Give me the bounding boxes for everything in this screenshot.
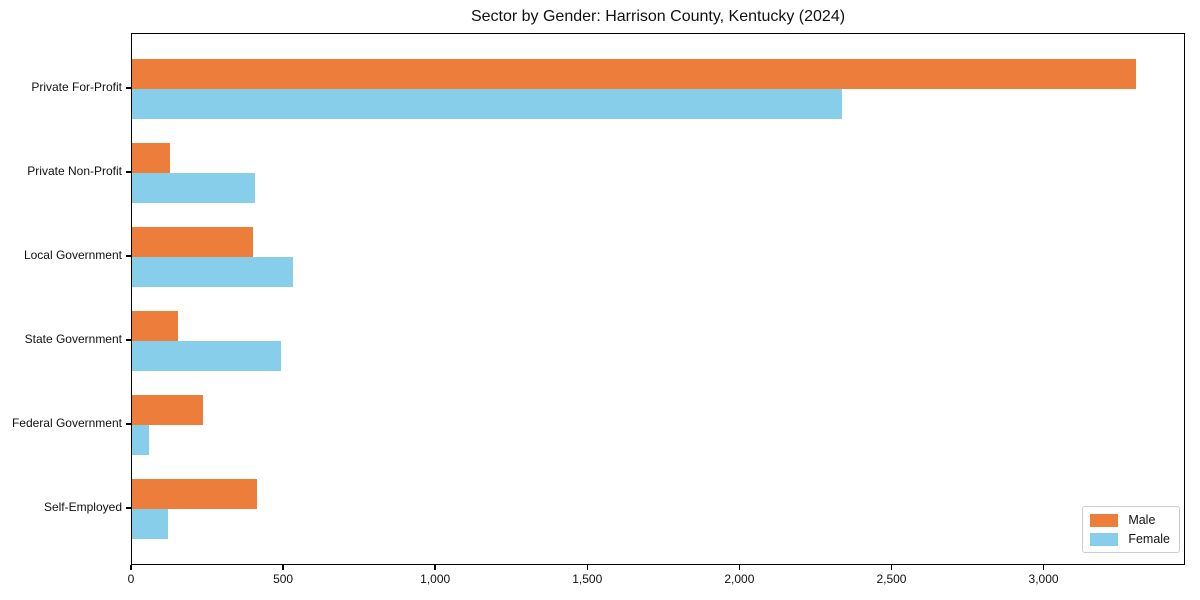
x-tick-label: 2,500 [876, 572, 907, 586]
y-tick-mark [126, 87, 131, 89]
x-tick-label: 2,000 [724, 572, 755, 586]
x-tick-mark [738, 565, 741, 570]
legend-swatch-male [1090, 513, 1119, 527]
bar-male-self-employed [132, 479, 257, 509]
legend-item-male: Male [1090, 513, 1170, 527]
x-tick-mark [130, 565, 132, 570]
x-tick-label: 0 [127, 572, 135, 586]
legend-swatch-female [1090, 532, 1119, 546]
bar-male-local-government [132, 227, 254, 257]
y-tick-mark [126, 423, 131, 425]
bar-female-private-for-profit [132, 89, 842, 119]
legend-label: Male [1128, 513, 1156, 527]
bar-male-private-for-profit [132, 59, 1136, 89]
y-tick-label-private-for-profit: Private For-Profit [31, 80, 122, 94]
x-tick-mark [282, 565, 284, 570]
y-tick-label-state-government: State Government [24, 332, 122, 346]
x-tick-mark [434, 565, 436, 570]
y-tick-mark [126, 171, 131, 173]
bar-female-self-employed [132, 509, 168, 539]
legend-item-female: Female [1090, 532, 1170, 546]
y-tick-label-private-non-profit: Private Non-Profit [27, 164, 122, 178]
bar-female-local-government [132, 257, 294, 287]
x-tick-label: 1,500 [572, 572, 603, 586]
x-tick-label: 1,000 [420, 572, 451, 586]
legend: Male Female [1082, 506, 1180, 553]
chart-title: Sector by Gender: Harrison County, Kentu… [470, 8, 846, 25]
x-tick-mark [1042, 565, 1045, 570]
y-tick-mark [126, 255, 131, 257]
x-tick-mark [890, 565, 893, 570]
x-tick-label: 3,000 [1028, 572, 1059, 586]
bar-male-private-non-profit [132, 143, 170, 173]
y-tick-label-local-government: Local Government [23, 248, 122, 262]
bar-male-state-government [132, 311, 179, 341]
x-tick-label: 500 [273, 572, 294, 586]
y-tick-mark [126, 507, 131, 509]
y-tick-label-self-employed: Self-Employed [43, 500, 122, 514]
bar-female-federal-government [132, 425, 150, 455]
x-tick-mark [586, 565, 589, 570]
legend-label: Female [1128, 532, 1170, 546]
bar-female-private-non-profit [132, 173, 255, 203]
y-tick-mark [126, 339, 131, 341]
plot-area: Male Female [131, 33, 1185, 565]
bar-male-federal-government [132, 395, 203, 425]
bar-female-state-government [132, 341, 281, 371]
y-tick-label-federal-government: Federal Government [11, 416, 122, 430]
